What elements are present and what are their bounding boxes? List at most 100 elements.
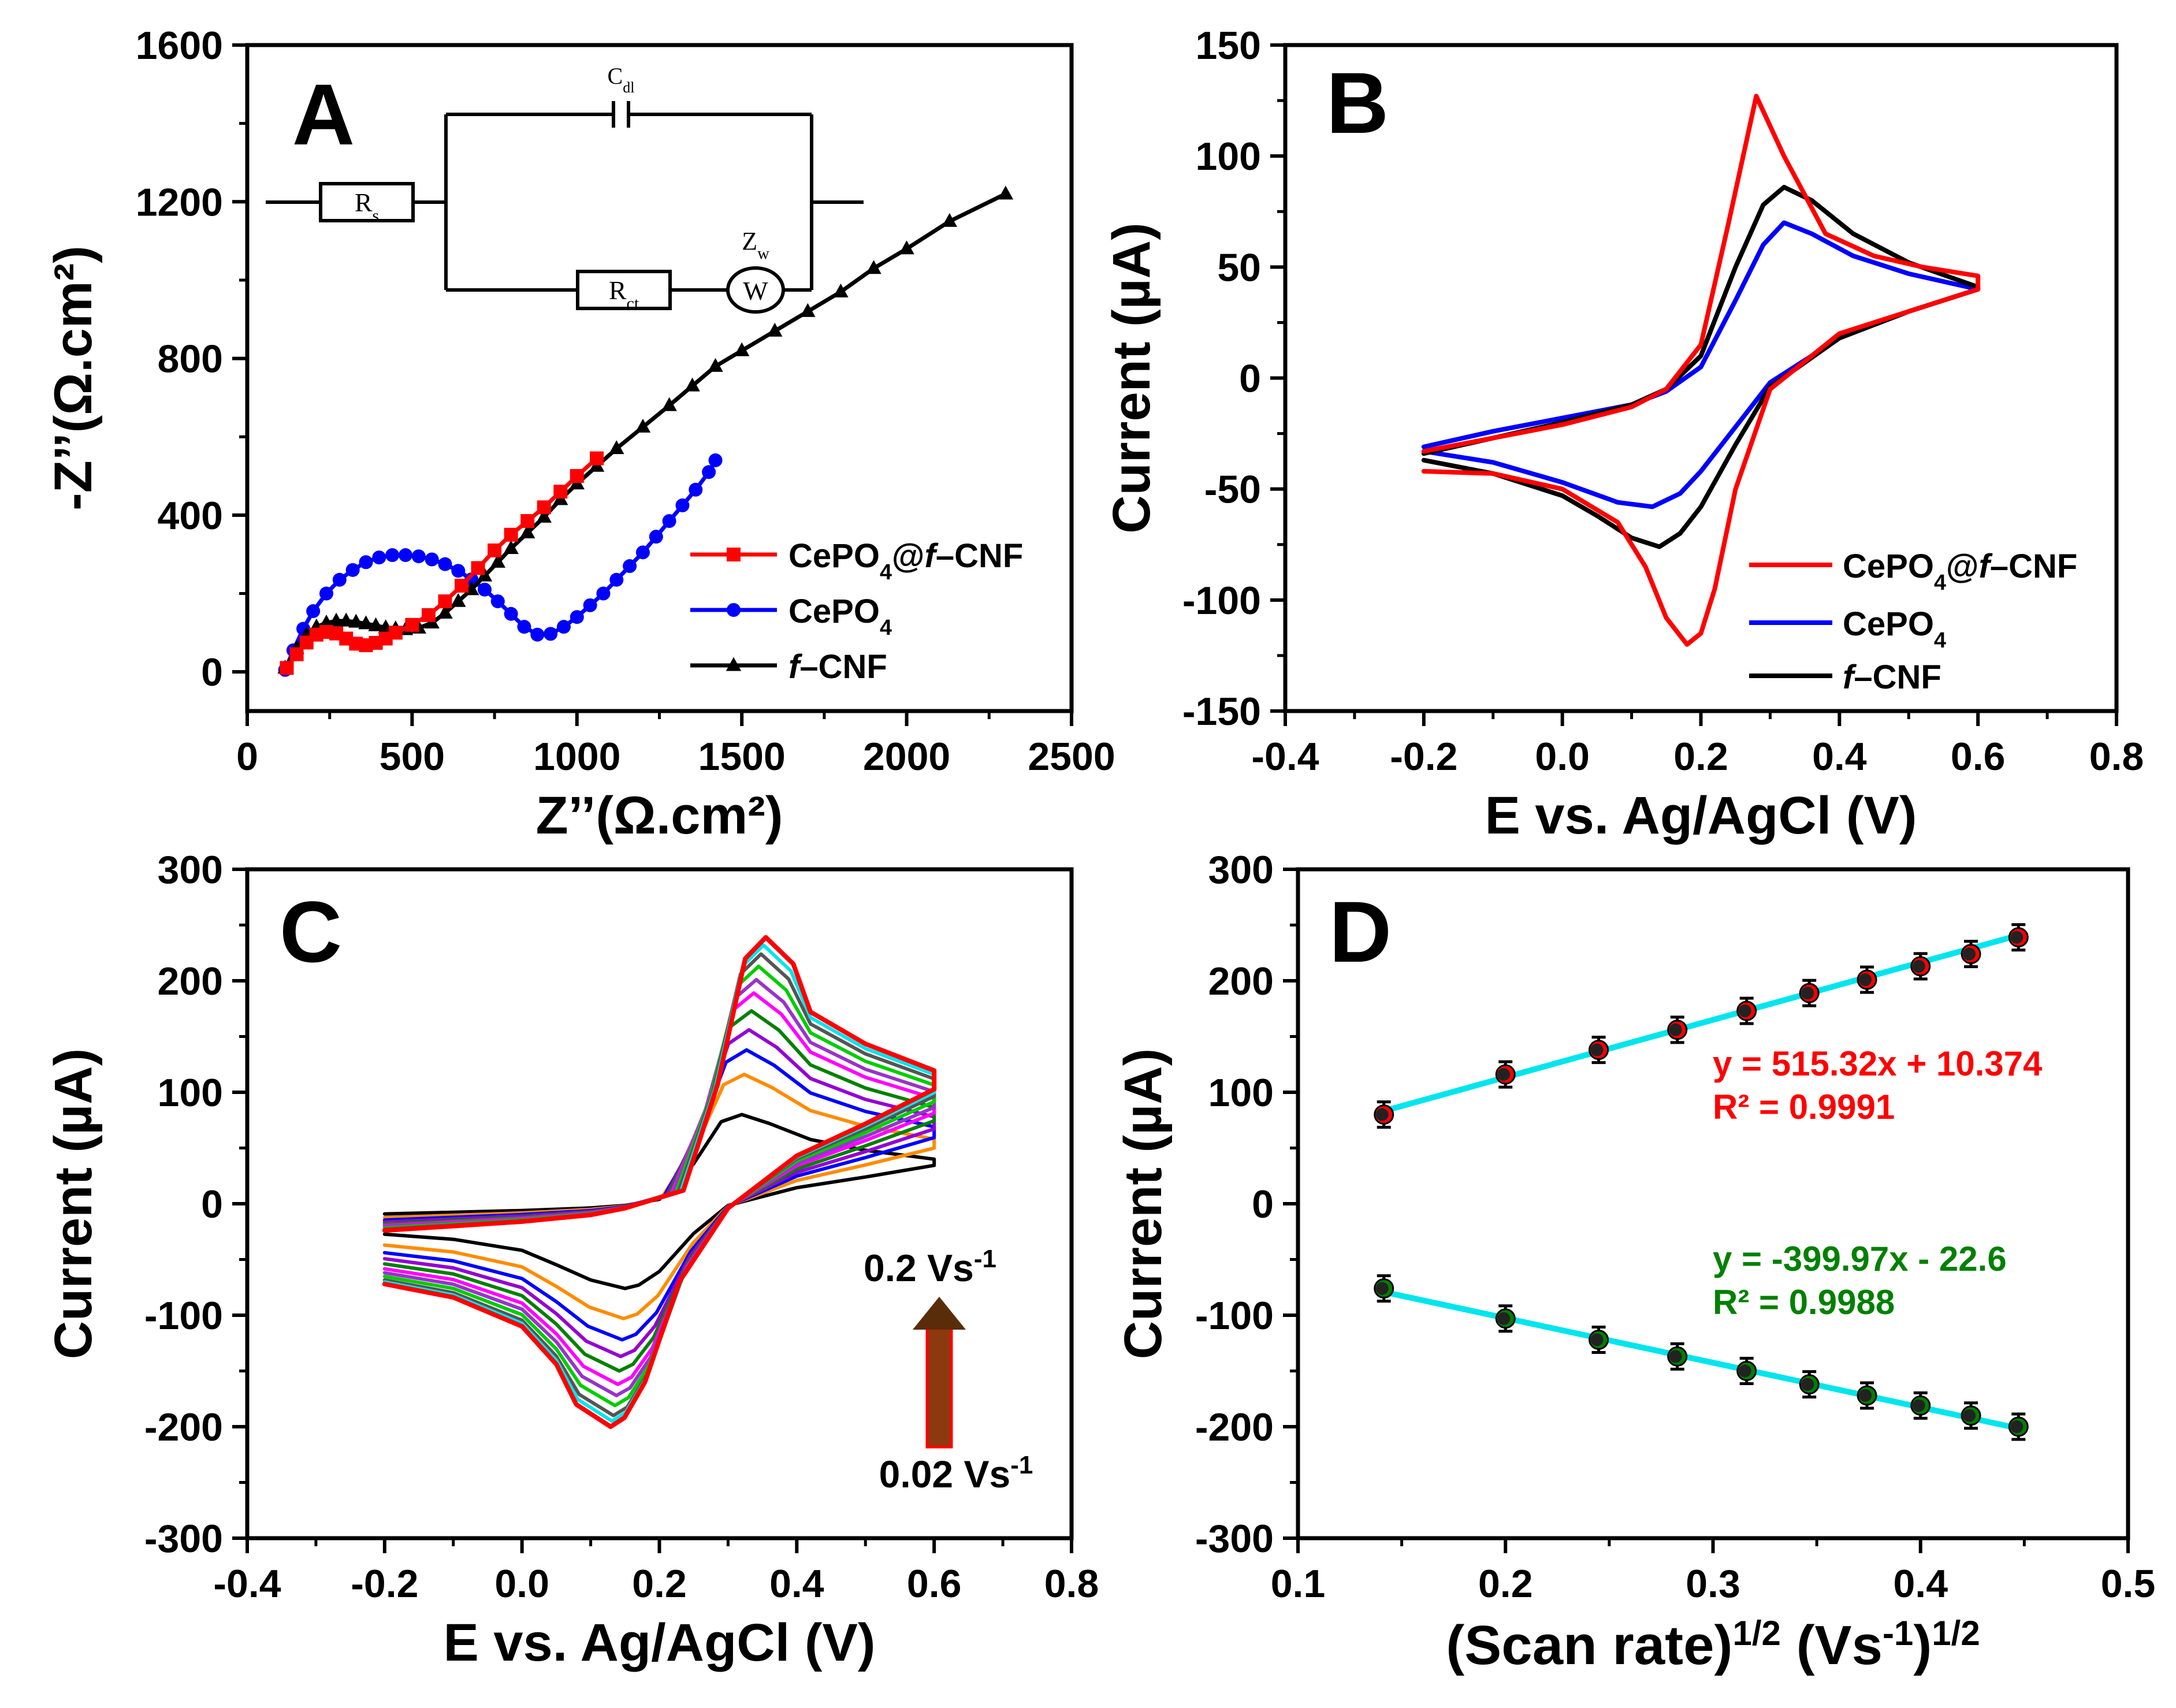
data-point-circle [438, 557, 452, 571]
data-point-overlay [1912, 1399, 1925, 1412]
label-w: W [743, 276, 768, 306]
data-point-triangle [708, 358, 723, 372]
annotation-top: 0.2 Vs-1 [864, 1245, 996, 1290]
fit-r2-1: R² = 0.9988 [1713, 1283, 1895, 1322]
data-point-triangle [451, 593, 466, 607]
data-point-triangle [866, 260, 881, 274]
x-tick-label: 1500 [698, 735, 786, 779]
data-point-circle [517, 620, 531, 634]
legend-label-1: CePO4 [788, 593, 892, 639]
data-point-circle [332, 572, 347, 587]
x-tick-label: 1000 [533, 735, 620, 779]
plot-area [1421, 94, 1981, 647]
y-tick-label: -200 [144, 1405, 223, 1449]
data-point-circle [708, 453, 723, 467]
data-point-triangle [661, 397, 677, 411]
x-tick-label: 0.6 [907, 1562, 962, 1606]
data-point-circle [635, 545, 650, 560]
data-point-circle [385, 548, 400, 563]
data-point-circle [544, 627, 558, 641]
panel-letter: A [292, 66, 355, 163]
data-point-triangle [536, 508, 552, 523]
data-point-circle [662, 514, 676, 529]
y-tick-label: 300 [1208, 848, 1274, 892]
legend: CePO4@f–CNF CePO4 f–CNF [690, 537, 1023, 686]
x-tick-label: 0.1 [1271, 1562, 1326, 1606]
x-tick-label: 0.8 [1044, 1562, 1099, 1606]
plot-area [277, 185, 1014, 677]
figure-content: 0 500 1000 1500 2000 2500040080012001600Z’’(Ω… [44, 24, 2155, 1676]
data-point-circle [556, 620, 571, 634]
data-point-circle [609, 572, 624, 587]
panel-letter: D [1329, 883, 1392, 980]
x-tick-label: 0.5 [2101, 1562, 2156, 1606]
y-tick-label: 200 [1208, 959, 1274, 1003]
data-point-triangle [767, 322, 783, 337]
x-tick-label: 0.6 [1951, 735, 2006, 779]
data-point-circle [689, 482, 703, 497]
data-point-triangle [348, 613, 364, 628]
data-point-triangle [899, 240, 914, 255]
x-tick-label: 0.4 [1893, 1562, 1948, 1606]
data-point-overlay [1859, 1389, 1872, 1402]
data-point-square [537, 500, 551, 515]
y-axis-label: Current (µA) [1114, 1048, 1173, 1360]
data-point-overlay [1738, 1004, 1751, 1018]
data-point-triangle [339, 612, 354, 627]
data-point-overlay [1859, 973, 1872, 987]
label-rct: Rct [609, 276, 639, 313]
scan-rate-arrow [913, 1297, 966, 1449]
x-tick-label: 2500 [1028, 735, 1115, 779]
data-point-square [570, 469, 584, 483]
y-tick-label: -300 [1195, 1517, 1274, 1561]
data-point-circle [345, 563, 360, 577]
arrow-shaft [925, 1327, 953, 1449]
cv-curve-9 [382, 943, 936, 1423]
y-tick-label: 100 [1208, 1071, 1274, 1115]
label-cdl: Cdl [608, 63, 635, 96]
fit-equation-0: y = 515.32x + 10.374 [1713, 1044, 2043, 1083]
data-point-circle [623, 559, 637, 574]
cv-curve-0 [1421, 94, 1981, 647]
x-tick-label: 0 [236, 735, 258, 779]
data-point-square [280, 661, 294, 675]
plot-frame [245, 43, 1074, 713]
y-tick-label: 400 [158, 494, 223, 538]
data-point-square [520, 514, 535, 529]
data-point-circle [504, 606, 518, 621]
data-point-triangle [800, 303, 816, 317]
data-point-square [488, 543, 502, 557]
data-point-overlay [1375, 1282, 1389, 1295]
y-axis-label: -Z’’(Ω.cm²) [44, 245, 103, 511]
label-rs: Rs [355, 188, 379, 225]
data-point-triangle [833, 283, 849, 297]
data-point-overlay [1590, 1333, 1604, 1346]
panel-D: 0.1 0.2 0.3 0.4 0.5 -300 -200 -100 0 100 200 300 y =… [1114, 848, 2155, 1676]
panel-letter: C [280, 883, 342, 980]
x-tick-label: 0.2 [632, 1562, 687, 1606]
data-point-square [553, 485, 568, 499]
data-point-circle [306, 604, 321, 619]
y-tick-label: 300 [158, 848, 223, 892]
legend-label-1: CePO4 [1843, 605, 1946, 652]
y-axis-label: Current (µA) [44, 1048, 103, 1360]
legend-label-0: CePO4@f–CNF [1843, 548, 2077, 594]
x-tick-label: 0.4 [1812, 735, 1867, 779]
y-tick-label: 100 [1196, 135, 1261, 178]
data-point-triangle [503, 540, 519, 555]
x-axis-label: (Scan rate)1/2 (Vs-1)1/2 [1446, 1614, 1980, 1677]
x-axis-label: Z’’(Ω.cm²) [535, 786, 783, 845]
legend-label-2: f–CNF [788, 648, 887, 686]
x-axis-label: E vs. Ag/AgCl (V) [1485, 786, 1917, 845]
data-point-overlay [1669, 1350, 1682, 1363]
plot-frame [1296, 867, 2130, 1540]
data-point-overlay [1801, 987, 1814, 1000]
data-point-square [421, 608, 436, 622]
x-tick-label: -0.2 [1390, 735, 1457, 779]
legend: CePO4@f–CNF CePO4 f–CNF [1749, 548, 2077, 696]
y-tick-label: -50 [1204, 468, 1261, 512]
data-point-triangle [328, 612, 344, 627]
data-point-overlay [1963, 947, 1976, 961]
data-point-circle [675, 498, 690, 512]
